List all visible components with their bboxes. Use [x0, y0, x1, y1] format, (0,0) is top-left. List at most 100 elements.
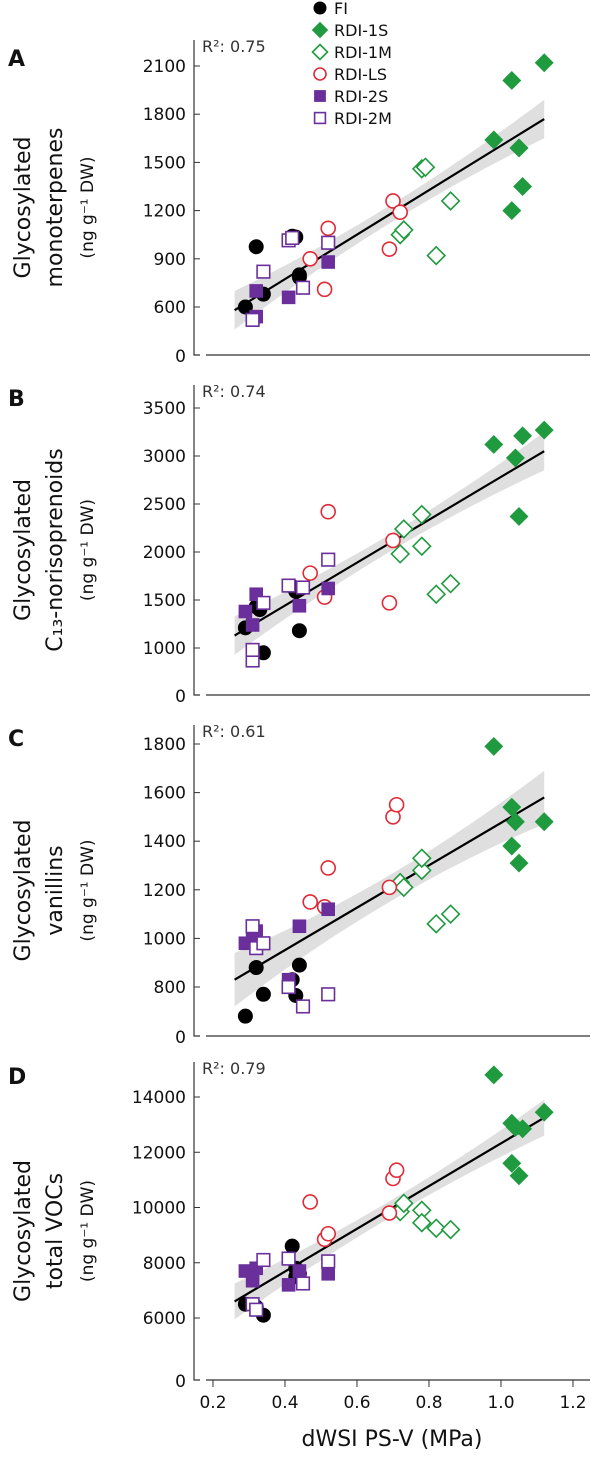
legend-marker-rdi-1s	[311, 21, 329, 39]
point-rdi-1m	[411, 1212, 432, 1233]
point-rdi-2m	[256, 936, 271, 951]
point-rdi-1s	[534, 53, 554, 73]
y-tick-label: 1000	[143, 929, 186, 949]
point-rdi-2m	[256, 1252, 271, 1268]
x-axis: 0.2 0.4 0.6 0.8 1.0 1.2 dWSI PS-V (MPa)	[199, 1380, 587, 1452]
point-rdi-ls	[302, 1194, 319, 1210]
y-tick-label: 10000	[132, 1199, 186, 1219]
point-rdi-ls	[381, 1205, 398, 1221]
y-tick-label: 1000	[143, 639, 186, 659]
y-tick-label: 1200	[143, 881, 186, 901]
point-rdi-ls	[381, 879, 398, 896]
point-rdi-2m	[285, 230, 300, 246]
point-rdi-1m	[440, 1219, 461, 1240]
legend-label-fi: FI	[334, 0, 348, 18]
y-tick-label: 1800	[143, 105, 186, 125]
point-rdi-1m	[426, 245, 447, 266]
x-tick-label: 0.8	[415, 1393, 442, 1413]
point-rdi-1m	[393, 219, 414, 240]
y-axis-unit: (ng g⁻¹ DW)	[78, 156, 98, 258]
point-rdi-2m	[321, 987, 336, 1002]
x-tick-label: 0.4	[271, 1393, 298, 1413]
point-fi	[284, 1238, 300, 1254]
point-rdi-2m	[245, 312, 260, 327]
point-rdi-1s	[484, 1065, 504, 1085]
point-rdi-1s	[502, 71, 522, 90]
y-tick-label-zero: 0	[175, 1028, 186, 1048]
legend: FI RDI-1S RDI-1M RDI-LS RDI-2S RDI-2M	[311, 0, 392, 128]
point-fi	[248, 960, 264, 976]
y-tick-label: 2500	[143, 495, 186, 515]
point-rdi-ls	[316, 281, 333, 298]
legend-marker-rdi-ls	[313, 67, 327, 81]
point-rdi-2m	[321, 1254, 336, 1269]
legend-label-rdi-2m: RDI-2M	[334, 109, 392, 128]
point-rdi-2s	[321, 1267, 335, 1281]
y-tick-label: 8000	[143, 1254, 186, 1274]
y-tick-label: 12000	[132, 1143, 186, 1163]
point-rdi-1m	[411, 860, 432, 881]
point-rdi-1s	[534, 420, 554, 440]
panel-c: C Glycosylated vanillins (ng g⁻¹ DW) 0 800 100…	[8, 722, 590, 1048]
point-rdi-ls	[320, 220, 337, 237]
point-rdi-2m	[245, 642, 260, 658]
legend-label-rdi-ls: RDI-LS	[334, 65, 387, 84]
point-rdi-2m	[295, 999, 311, 1014]
point-rdi-1s	[502, 1153, 522, 1173]
point-rdi-2s	[292, 919, 307, 934]
point-rdi-2s	[292, 1264, 307, 1278]
legend-marker-rdi-2m	[313, 111, 327, 125]
point-rdi-1m	[393, 1193, 414, 1214]
point-rdi-2m	[256, 595, 271, 610]
y-axis-label-line-2: total VOCs	[43, 1173, 68, 1289]
point-rdi-1m	[393, 519, 414, 539]
point-rdi-2m	[321, 552, 336, 567]
point-rdi-1s	[484, 130, 504, 150]
point-rdi-2s	[245, 1273, 260, 1288]
panel-d: D Glycosylated total VOCs (ng g⁻¹ DW) 0 6000 8…	[8, 1059, 590, 1392]
y-axis-label-line-2: monoterpenes	[43, 128, 68, 288]
r-squared-label: R²: 0.79	[202, 1059, 266, 1078]
point-rdi-1m	[440, 573, 461, 594]
point-rdi-2s	[281, 290, 296, 305]
point-rdi-1s	[505, 448, 525, 468]
panel-letter: B	[8, 387, 25, 412]
point-rdi-1s	[509, 853, 529, 873]
point-rdi-1m	[426, 1218, 447, 1239]
y-axis-break	[193, 1370, 200, 1381]
point-rdi-ls	[381, 241, 398, 257]
y-tick-label: 3000	[143, 447, 186, 467]
point-rdi-ls	[388, 796, 405, 813]
x-tick-label: 1.2	[559, 1393, 586, 1413]
point-rdi-2m	[295, 280, 311, 295]
point-rdi-2m	[295, 1276, 311, 1291]
point-rdi-ls	[320, 1225, 337, 1242]
point-rdi-1s	[509, 1166, 529, 1186]
point-fi	[237, 299, 253, 315]
point-fi	[255, 986, 271, 1002]
point-rdi-ls	[320, 860, 337, 876]
y-tick-label: 800	[154, 978, 186, 998]
point-rdi-2m	[245, 919, 260, 934]
y-axis-label-line-1: Glycosylated	[11, 820, 36, 962]
y-tick-label-zero: 0	[175, 687, 186, 707]
x-tick-label: 1.0	[487, 1393, 514, 1413]
point-rdi-1s	[502, 201, 522, 221]
y-axis-unit: (ng g⁻¹ DW)	[78, 1180, 98, 1282]
panel-a: A Glycosylated monoterpenes (ng g⁻¹ DW) 0 600…	[8, 37, 590, 367]
y-tick-label: 2000	[143, 543, 186, 563]
legend-label-rdi-1m: RDI-1M	[334, 43, 392, 62]
point-fi	[291, 623, 307, 639]
y-axis-label-line-2: vanillins	[43, 845, 68, 935]
point-rdi-1s	[513, 426, 533, 446]
x-axis-label: dWSI PS-V (MPa)	[302, 1427, 483, 1452]
legend-marker-rdi-1m	[311, 43, 329, 61]
y-tick-label-zero: 0	[175, 1372, 186, 1392]
y-axis-unit: (ng g⁻¹ DW)	[78, 839, 98, 941]
y-tick-label: 900	[154, 250, 186, 270]
point-rdi-2s	[321, 255, 335, 269]
point-rdi-1s	[534, 812, 554, 832]
point-rdi-1s	[502, 836, 522, 856]
legend-label-rdi-2s: RDI-2S	[334, 87, 388, 106]
point-rdi-1s	[509, 507, 529, 526]
